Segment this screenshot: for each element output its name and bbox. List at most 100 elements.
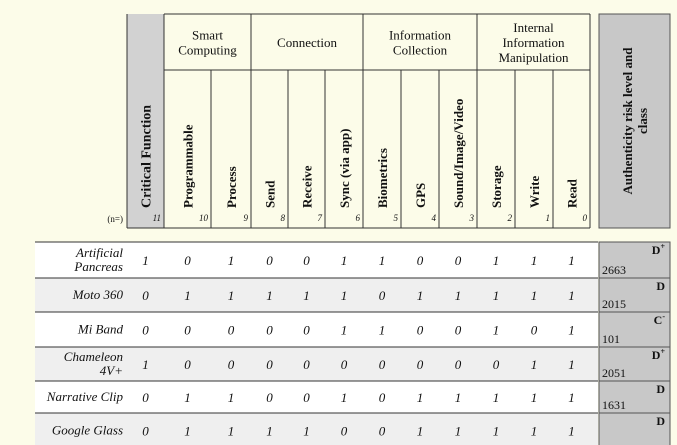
cell-value: 0 [417,253,424,268]
row-name: 4V+ [100,363,123,378]
cell-value: 0 [417,323,424,338]
column-count: 4 [432,213,437,223]
cell-value: 1 [568,357,575,372]
cell-value: 0 [379,424,386,439]
risk-class: D [656,414,665,428]
cell-value: 1 [228,288,235,303]
group-header: Internal [513,20,554,35]
cell-value: 0 [266,390,273,405]
cell-value: 1 [493,288,500,303]
risk-class: D [656,382,665,396]
group-header: Manipulation [498,50,569,65]
cell-value: 0 [266,323,273,338]
risk-header: class [635,108,650,134]
row-name: Google Glass [52,423,123,438]
row-bg [35,347,598,381]
cell-value: 1 [341,253,348,268]
cell-value: 0 [455,323,462,338]
cell-value: 0 [266,357,273,372]
cell-value: 0 [142,323,149,338]
group-header: Collection [393,43,448,58]
column-count: 0 [583,213,588,223]
cell-value: 1 [142,253,149,268]
cell-value: 1 [568,323,575,338]
cell-value: 0 [142,288,149,303]
cell-value: 1 [531,253,538,268]
row-bg [35,278,598,312]
risk-header: Authenticity risk level and [620,47,635,195]
cell-value: 1 [568,253,575,268]
column-header: Read [565,178,580,208]
cell-value: 0 [142,390,149,405]
risk-class-letter: D [656,279,665,293]
cell-value: 0 [379,288,386,303]
row-name: Narrative Clip [46,389,124,404]
cell-value: 0 [303,253,310,268]
cell-value: 1 [455,288,462,303]
risk-cell [598,412,671,445]
cell-value: 1 [568,390,575,405]
column-count: 2 [508,213,513,223]
cell-value: 1 [417,424,424,439]
cell-value: 0 [228,323,235,338]
cell-value: 0 [184,253,191,268]
cell-value: 1 [531,424,538,439]
cell-value: 1 [184,424,191,439]
cell-value: 1 [493,424,500,439]
column-count: 9 [244,213,249,223]
group-header: Information [389,28,452,43]
risk-score: 2663 [602,263,626,277]
risk-modifier: + [660,242,665,251]
column-count: 8 [281,213,286,223]
column-count: 5 [394,213,399,223]
column-header: Receive [300,165,315,208]
cell-value: 1 [142,357,149,372]
risk-cell [598,277,671,313]
cell-value: 0 [142,424,149,439]
cell-value: 0 [341,357,348,372]
column-count: 3 [469,213,475,223]
risk-score: 1631 [602,398,626,412]
cell-value: 1 [531,390,538,405]
column-count: 1 [546,213,551,223]
risk-modifier: + [660,347,665,356]
cell-value: 1 [455,424,462,439]
risk-class-letter: D [656,382,665,396]
risk-class: D+ [652,347,666,362]
risk-cell [598,311,671,348]
risk-header-bg [598,13,671,229]
cell-value: 1 [455,390,462,405]
cell-value: 1 [341,288,348,303]
column-header: Process [224,166,239,208]
cell-value: 1 [493,323,500,338]
cell-value: 1 [493,390,500,405]
row-bg [35,242,598,278]
group-header: Smart [192,28,223,43]
cell-value: 1 [379,323,386,338]
cell-value: 1 [379,253,386,268]
risk-cell [598,380,671,414]
column-header: Write [527,176,542,208]
risk-score: 2015 [602,297,626,311]
column-count: 6 [356,213,361,223]
cell-value: 1 [184,288,191,303]
cell-value: 1 [531,288,538,303]
column-header: Biometrics [375,148,390,208]
row-name: Artificial [75,245,123,260]
cell-value: 1 [266,424,273,439]
cell-value: 1 [303,424,310,439]
column-count: 10 [199,213,209,223]
cell-value: 0 [341,424,348,439]
risk-modifier: - [662,312,665,321]
row-bg [35,413,598,445]
cell-value: 0 [531,323,538,338]
column-header: Programmable [181,124,196,208]
column-header: GPS [413,183,428,208]
cell-value: 0 [303,357,310,372]
risk-score: 101 [602,332,620,346]
column-count: 11 [153,213,161,223]
group-header: Information [502,35,565,50]
cell-value: 1 [228,390,235,405]
risk-class-letter: D [652,348,661,362]
